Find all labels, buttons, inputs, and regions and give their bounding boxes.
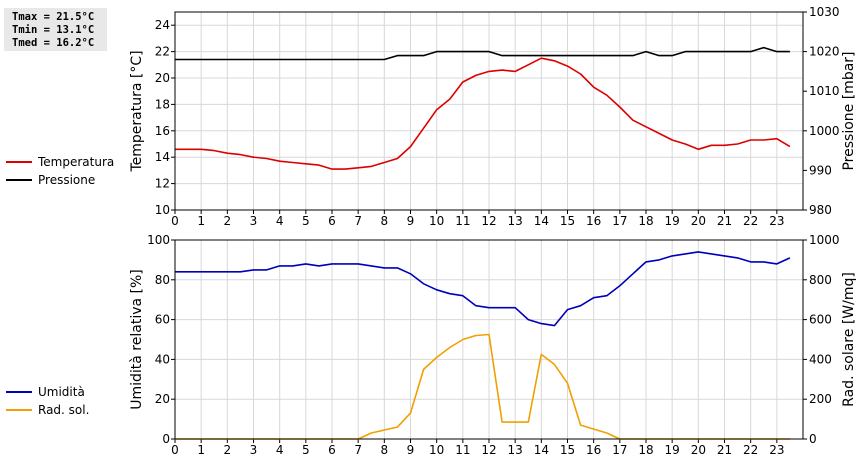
chart1-y2tick-label-200: 200 (809, 392, 832, 406)
chart0-xtick-label-21: 21 (717, 214, 732, 228)
chart1-xtick-label-22: 22 (743, 443, 758, 457)
chart0-xtick-label-9: 9 (407, 214, 415, 228)
stats-box: Tmax = 21.5°C Tmin = 13.1°C Tmed = 16.2°… (4, 8, 107, 51)
chart1-xtick-label-14: 14 (534, 443, 549, 457)
chart0-xtick-label-17: 17 (612, 214, 627, 228)
chart1-xtick-label-0: 0 (171, 443, 179, 457)
chart0-xtick-label-10: 10 (429, 214, 444, 228)
chart0-xtick-label-14: 14 (534, 214, 549, 228)
chart1-xtick-label-15: 15 (560, 443, 575, 457)
chart0-xtick-label-0: 0 (171, 214, 179, 228)
chart0-series-0-line (175, 57, 791, 170)
chart0-ytick-label-22: 22 (155, 45, 170, 59)
chart0-xtick-label-13: 13 (508, 214, 523, 228)
chart0-xtick-label-3: 3 (250, 214, 258, 228)
chart1-y2tick-label-1000: 1000 (809, 233, 840, 247)
legend-temp-label: Temperatura (37, 155, 114, 169)
chart0-xtick-label-23: 23 (769, 214, 784, 228)
chart0-xtick-label-7: 7 (354, 214, 362, 228)
chart1-xtick-label-9: 9 (407, 443, 415, 457)
chart0-xtick-label-12: 12 (481, 214, 496, 228)
chart0-y2tick-label-980: 980 (809, 203, 832, 217)
chart0-xtick-label-8: 8 (381, 214, 389, 228)
chart0-xtick-label-19: 19 (665, 214, 680, 228)
chart1-xtick-label-4: 4 (276, 443, 284, 457)
legend-rad-label: Rad. sol. (38, 403, 89, 417)
chart1-y2tick-label-400: 400 (809, 352, 832, 366)
chart0-ytick-label-24: 24 (155, 18, 170, 32)
chart0-ytick-label-20: 20 (155, 71, 170, 85)
chart0-xtick-label-15: 15 (560, 214, 575, 228)
chart1-ytick-label-0: 0 (162, 432, 170, 446)
chart0-y2label: Pressione [mbar] (841, 51, 857, 170)
chart0-xtick-label-6: 6 (328, 214, 336, 228)
chart0-xtick-label-11: 11 (455, 214, 470, 228)
chart1-xtick-label-1: 1 (197, 443, 205, 457)
chart1-ytick-label-40: 40 (155, 352, 170, 366)
chart0-xtick-label-1: 1 (197, 214, 205, 228)
chart1-y2tick-label-600: 600 (809, 313, 832, 327)
chart1-ytick-label-100: 100 (147, 233, 170, 247)
chart1-xtick-label-23: 23 (769, 443, 784, 457)
temperature-pressure-chart: 0 1 2 3 4 5 6 7 8 9 10 11 12 13 14 15 16 17 18 19 20 21 22 2310… (129, 5, 857, 228)
chart0-xtick-label-18: 18 (638, 214, 653, 228)
chart1-xtick-label-11: 11 (455, 443, 470, 457)
chart0-ytick-label-12: 12 (155, 177, 170, 191)
chart0-xtick-label-16: 16 (586, 214, 601, 228)
chart0-ytick-label-18: 18 (155, 97, 170, 111)
chart1-ytick-label-80: 80 (155, 273, 170, 287)
chart0-plot-frame (174, 11, 804, 211)
chart1-xtick-label-8: 8 (381, 443, 389, 457)
chart0-ylabel: Temperatura [°C] (129, 50, 145, 172)
chart1-xtick-label-12: 12 (481, 443, 496, 457)
tmed-text: Tmed = 16.2°C (12, 37, 95, 49)
chart0-xtick-label-20: 20 (691, 214, 706, 228)
chart0-ytick-label-16: 16 (155, 124, 170, 138)
legend-bottom: Umidità Rad. sol. (6, 385, 89, 417)
chart0-y2tick-label-1030: 1030 (809, 5, 840, 19)
chart1-xtick-label-19: 19 (665, 443, 680, 457)
chart0-ytick-label-14: 14 (155, 150, 170, 164)
chart1-ytick-label-60: 60 (155, 313, 170, 327)
chart0-y2tick-label-1020: 1020 (809, 45, 840, 59)
chart0-series-1-line (175, 46, 790, 61)
chart1-xtick-label-6: 6 (328, 443, 336, 457)
chart1-series-0-line (175, 251, 791, 327)
chart1-xtick-label-13: 13 (508, 443, 523, 457)
chart1-ytick-label-20: 20 (155, 392, 170, 406)
chart0-xtick-label-22: 22 (743, 214, 758, 228)
chart1-xtick-label-16: 16 (586, 443, 601, 457)
chart0-y2tick-label-1010: 1010 (809, 84, 840, 98)
chart1-xtick-label-2: 2 (224, 443, 232, 457)
chart0-y2tick-label-990: 990 (809, 163, 832, 177)
chart1-y2tick-label-800: 800 (809, 273, 832, 287)
chart1-y2label: Rad. solare [W/mq] (841, 272, 857, 407)
legend-press-label: Pressione (38, 173, 95, 187)
chart1-xtick-label-17: 17 (612, 443, 627, 457)
chart1-plot-frame (174, 239, 804, 440)
tmin-text: Tmin = 13.1°C (12, 24, 95, 36)
legend-top: Temperatura Pressione (6, 155, 114, 187)
chart1-xtick-label-3: 3 (250, 443, 258, 457)
chart1-ylabel: Umidità relativa [%] (129, 269, 145, 410)
legend-hum-label: Umidità (38, 385, 85, 399)
chart0-ytick-label-10: 10 (155, 203, 170, 217)
humidity-radiation-chart: 0 1 2 3 4 5 6 7 8 9 10 11 12 13 14 15 16 17 18 19 20 21 22 2302… (129, 233, 857, 457)
chart1-xtick-label-20: 20 (691, 443, 706, 457)
chart0-xtick-label-5: 5 (302, 214, 310, 228)
chart1-xtick-label-21: 21 (717, 443, 732, 457)
tmax-text: Tmax = 21.5°C (12, 11, 95, 23)
chart1-xtick-label-10: 10 (429, 443, 444, 457)
chart1-xtick-label-7: 7 (354, 443, 362, 457)
chart0-y2tick-label-1000: 1000 (809, 124, 840, 138)
chart1-y2tick-label-0: 0 (809, 432, 817, 446)
chart1-xtick-label-5: 5 (302, 443, 310, 457)
chart0-xtick-label-4: 4 (276, 214, 284, 228)
chart0-xtick-label-2: 2 (224, 214, 232, 228)
chart1-xtick-label-18: 18 (638, 443, 653, 457)
